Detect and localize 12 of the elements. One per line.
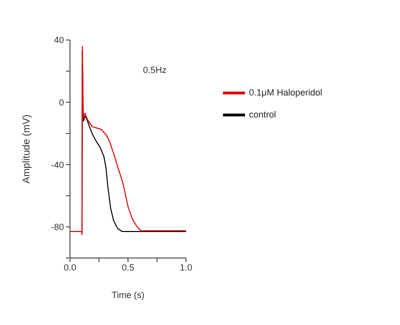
legend-label: control <box>249 109 276 120</box>
y-axis-title: Amplitude (mV) <box>22 114 33 184</box>
y-tick-label: 0 <box>58 97 64 108</box>
y-tick-label: -80 <box>50 222 64 232</box>
y-tick-label: -40 <box>50 160 64 170</box>
y-tick-label: 40 <box>54 35 64 46</box>
x-axis-title: Time (s) <box>112 290 144 300</box>
annotation: 0.5Hz <box>143 65 168 75</box>
x-tick-label: 0.5 <box>122 262 134 272</box>
x-tick-label: 0.0 <box>64 262 76 272</box>
x-tick-label: 1.0 <box>180 262 192 272</box>
legend-label: 0.1μM Haloperidol <box>249 87 322 98</box>
